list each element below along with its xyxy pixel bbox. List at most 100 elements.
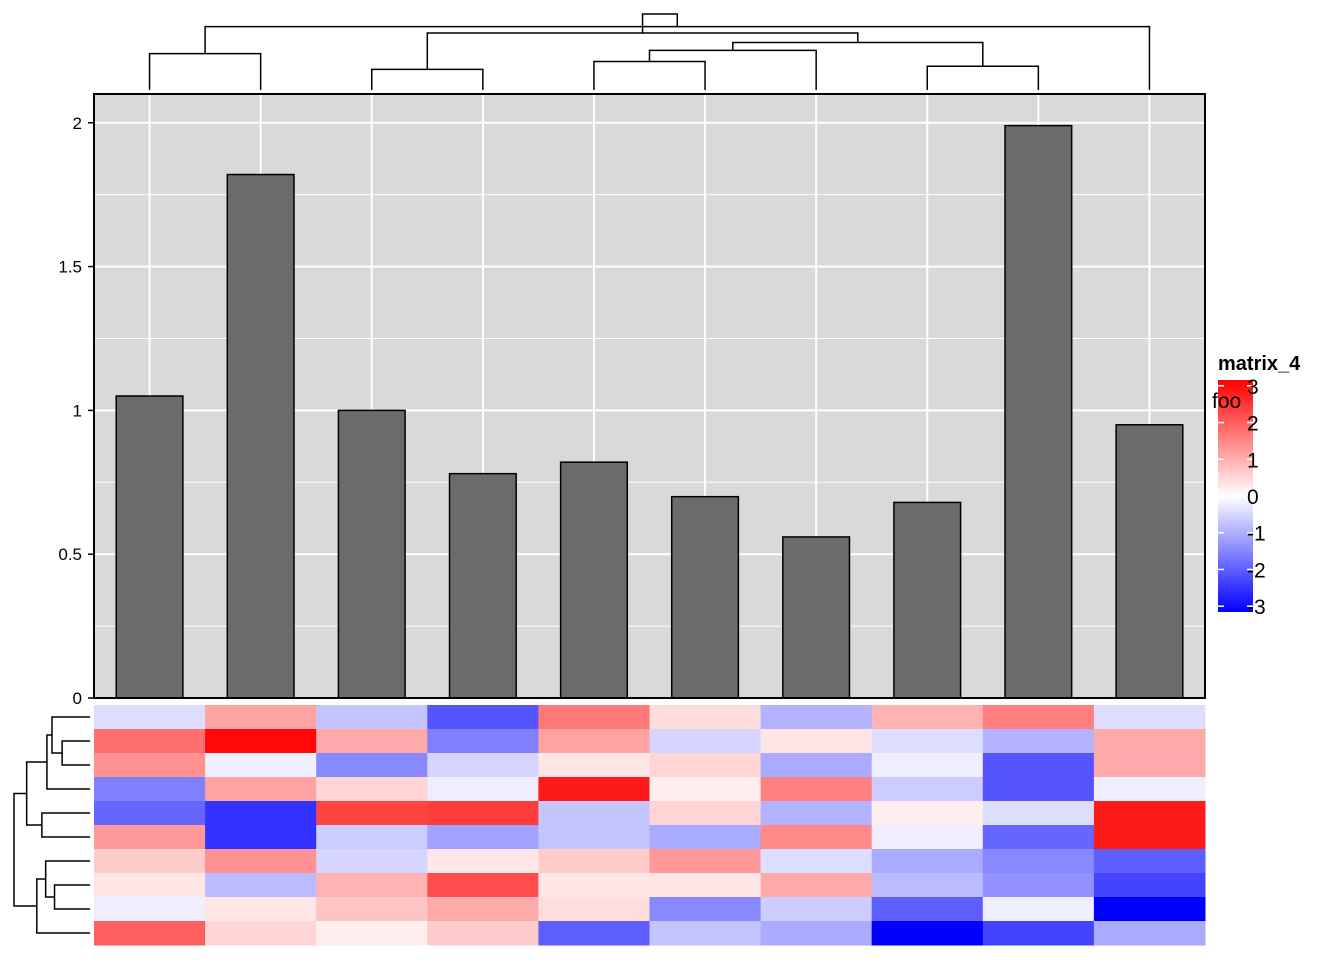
- heatmap-cell: [760, 729, 873, 754]
- heatmap-cell: [94, 873, 206, 898]
- heatmap-cell: [1093, 825, 1206, 850]
- heatmap-cell: [649, 873, 762, 898]
- heatmap-cell: [1093, 801, 1206, 826]
- heatmap-cell: [316, 873, 428, 898]
- heatmap-cell: [982, 801, 1095, 826]
- legend-title: matrix_4: [1218, 353, 1301, 375]
- dendrogram-link: [593, 60, 706, 90]
- heatmap-cell: [94, 729, 206, 754]
- heatmap-cell: [1093, 705, 1206, 730]
- heatmap-cell: [316, 801, 428, 826]
- y-tick-label: 2: [73, 114, 82, 133]
- heatmap-cell: [94, 921, 206, 946]
- bar: [893, 501, 962, 699]
- dendrogram-link: [926, 65, 1040, 90]
- heatmap-cell: [205, 801, 317, 826]
- heatmap-cell: [871, 753, 984, 778]
- legend-tick-label: 0: [1247, 486, 1259, 509]
- y-tick-label: 0.5: [58, 545, 82, 564]
- dendrogram-link: [25, 761, 47, 826]
- heatmap-cell: [316, 825, 428, 850]
- heatmap-cell: [316, 777, 428, 802]
- y-axis: 0 0.5 1 1.5 2: [58, 114, 94, 708]
- heatmap-cell: [760, 825, 873, 850]
- heatmap-cell: [205, 729, 317, 754]
- legend-tick-label: -1: [1247, 523, 1266, 546]
- heatmap-cell: [427, 921, 539, 946]
- dendrogram-link: [36, 878, 90, 934]
- legend-tick-label: -2: [1247, 559, 1266, 582]
- heatmap-cell: [871, 801, 984, 826]
- heatmap-cell: [316, 921, 428, 946]
- heatmap-cell: [538, 849, 650, 874]
- heatmap-cell: [871, 729, 984, 754]
- heatmap-cell: [871, 897, 984, 922]
- legend-tick-label: -3: [1247, 596, 1266, 619]
- dendrogram-link: [41, 812, 90, 838]
- heatmap-cell: [760, 753, 873, 778]
- bar: [115, 395, 184, 699]
- heatmap-cell: [205, 705, 317, 730]
- heatmap-cell: [538, 753, 650, 778]
- bar: [782, 536, 851, 699]
- heatmap-cell: [94, 897, 206, 922]
- heatmap-cell: [649, 705, 762, 730]
- heatmap-cell: [982, 729, 1095, 754]
- heatmap-cell: [427, 897, 539, 922]
- legend-tick-label: 3: [1247, 376, 1259, 399]
- heatmap-cell: [1093, 849, 1206, 874]
- heatmap-cell: [538, 777, 650, 802]
- heatmap-cell: [316, 729, 428, 754]
- bar: [670, 495, 740, 699]
- heatmap-cell: [649, 801, 762, 826]
- dendrogram-link: [51, 716, 90, 754]
- heatmap-cell: [94, 849, 206, 874]
- heatmap-cell: [982, 753, 1095, 778]
- heatmap-cell: [760, 777, 873, 802]
- dendrogram-link: [44, 860, 90, 898]
- heatmap-cell: [94, 753, 206, 778]
- heatmap-cell: [205, 777, 317, 802]
- heatmap-cell: [1093, 921, 1206, 946]
- heatmap-cell: [871, 705, 984, 730]
- heatmap-cell: [427, 849, 539, 874]
- heatmap-cell: [538, 897, 650, 922]
- heatmap-cell: [760, 921, 873, 946]
- heatmap-cell: [982, 777, 1095, 802]
- heatmap-cell: [1093, 777, 1206, 802]
- heatmap-cell: [316, 753, 428, 778]
- heatmap-cell: [649, 849, 762, 874]
- dendrogram-link: [13, 792, 37, 907]
- heatmap-cell: [427, 801, 539, 826]
- heatmap-cell: [982, 921, 1095, 946]
- heatmap-cell: [427, 777, 539, 802]
- heatmap-cell: [982, 705, 1095, 730]
- y-tick-label: 1: [73, 401, 82, 420]
- dendrogram-link: [53, 884, 90, 910]
- heatmap-cell: [760, 849, 873, 874]
- heatmap-cell: [94, 825, 206, 850]
- y-tick-label: 0: [73, 689, 82, 708]
- heatmap-cell: [316, 897, 428, 922]
- heatmap-cell: [205, 873, 317, 898]
- bar: [1115, 424, 1184, 699]
- heatmap-cell: [538, 825, 650, 850]
- bar: [226, 173, 295, 699]
- heatmap-cell: [538, 801, 650, 826]
- heatmap-cell: [649, 729, 762, 754]
- heatmap-cell: [871, 849, 984, 874]
- heatmap-cell: [205, 921, 317, 946]
- heatmap-cell: [649, 753, 762, 778]
- dendrogram-link: [148, 52, 262, 90]
- heatmap-cell: [760, 705, 873, 730]
- bar: [1004, 124, 1073, 699]
- heatmap-cell: [316, 849, 428, 874]
- heatmap-cell: [649, 921, 762, 946]
- heatmap-cell: [538, 729, 650, 754]
- heatmap-cell: [94, 705, 206, 730]
- heatmap-cell: [427, 825, 539, 850]
- dendrogram-link: [61, 740, 90, 766]
- dendrogram-link: [371, 68, 484, 90]
- heatmap-cell: [1093, 873, 1206, 898]
